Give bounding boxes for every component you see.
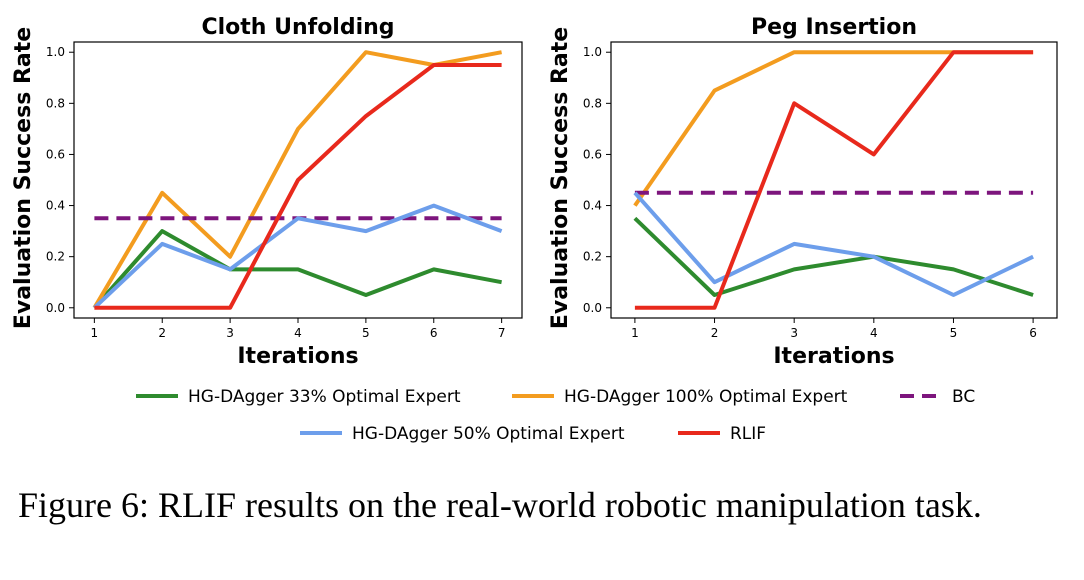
legend-label: HG-DAgger 100% Optimal Expert (564, 387, 848, 407)
legend-label: RLIF (730, 424, 766, 444)
y-tick-label: 1.0 (583, 45, 602, 59)
x-tick-label: 7 (498, 326, 506, 340)
x-tick-label: 3 (226, 326, 234, 340)
plot-frame (610, 41, 1058, 319)
legend-label: HG-DAgger 50% Optimal Expert (352, 424, 625, 444)
x-tick-label: 3 (790, 326, 798, 340)
legend-label: HG-DAgger 33% Optimal Expert (188, 387, 461, 407)
figure-caption: Figure 6: RLIF results on the real-world… (18, 485, 982, 525)
x-tick-label: 5 (950, 326, 958, 340)
x-tick-label: 4 (870, 326, 878, 340)
series-line-hg-dagger-50-optimal-expert (93, 203, 503, 310)
x-tick-label: 1 (91, 326, 99, 340)
y-tick-label: 0.6 (46, 147, 65, 161)
y-tick-label: 0.4 (46, 199, 65, 213)
series-line-rlif (94, 63, 502, 310)
x-tick-label: 6 (430, 326, 438, 340)
x-axis-label: Iterations (237, 344, 358, 369)
series-line-hg-dagger-50-optimal-expert (633, 191, 1034, 297)
y-tick-label: 0.0 (46, 301, 65, 315)
chart-title: Cloth Unfolding (201, 15, 394, 40)
x-tick-label: 2 (711, 326, 719, 340)
x-tick-label: 6 (1029, 326, 1037, 340)
legend-label: BC (952, 387, 975, 407)
y-tick-label: 0.8 (583, 96, 602, 110)
series-line-hg-dagger-33-optimal-expert (633, 216, 1034, 297)
chart-title: Peg Insertion (751, 15, 917, 40)
chart-canvas: Cloth Unfolding 1 2 3 4 5 6 7 0.0 0.2 0.4 0.6 0.8 1.0… (11, 15, 1058, 444)
y-tick-label: 0.2 (46, 250, 65, 264)
series-line-rlif (634, 50, 1034, 310)
x-axis-label: Iterations (773, 344, 894, 369)
y-axis-label: Evaluation Success Rate (11, 27, 36, 329)
y-tick-label: 0.0 (583, 301, 602, 315)
series-line-hg-dagger-33-optimal-expert (92, 229, 502, 310)
y-tick-label: 0.4 (583, 199, 602, 213)
y-tick-label: 1.0 (46, 45, 65, 59)
x-tick-label: 1 (631, 326, 639, 340)
y-tick-label: 0.8 (46, 96, 65, 110)
y-axis-label: Evaluation Success Rate (548, 27, 573, 329)
x-tick-label: 5 (362, 326, 370, 340)
x-tick-label: 4 (294, 326, 302, 340)
figure: Cloth Unfolding 1 2 3 4 5 6 7 0.0 0.2 0.4 0.6 0.8 1.0… (11, 15, 1058, 444)
x-tick-label: 2 (158, 326, 166, 340)
y-tick-label: 0.2 (583, 250, 602, 264)
y-tick-label: 0.6 (583, 147, 602, 161)
